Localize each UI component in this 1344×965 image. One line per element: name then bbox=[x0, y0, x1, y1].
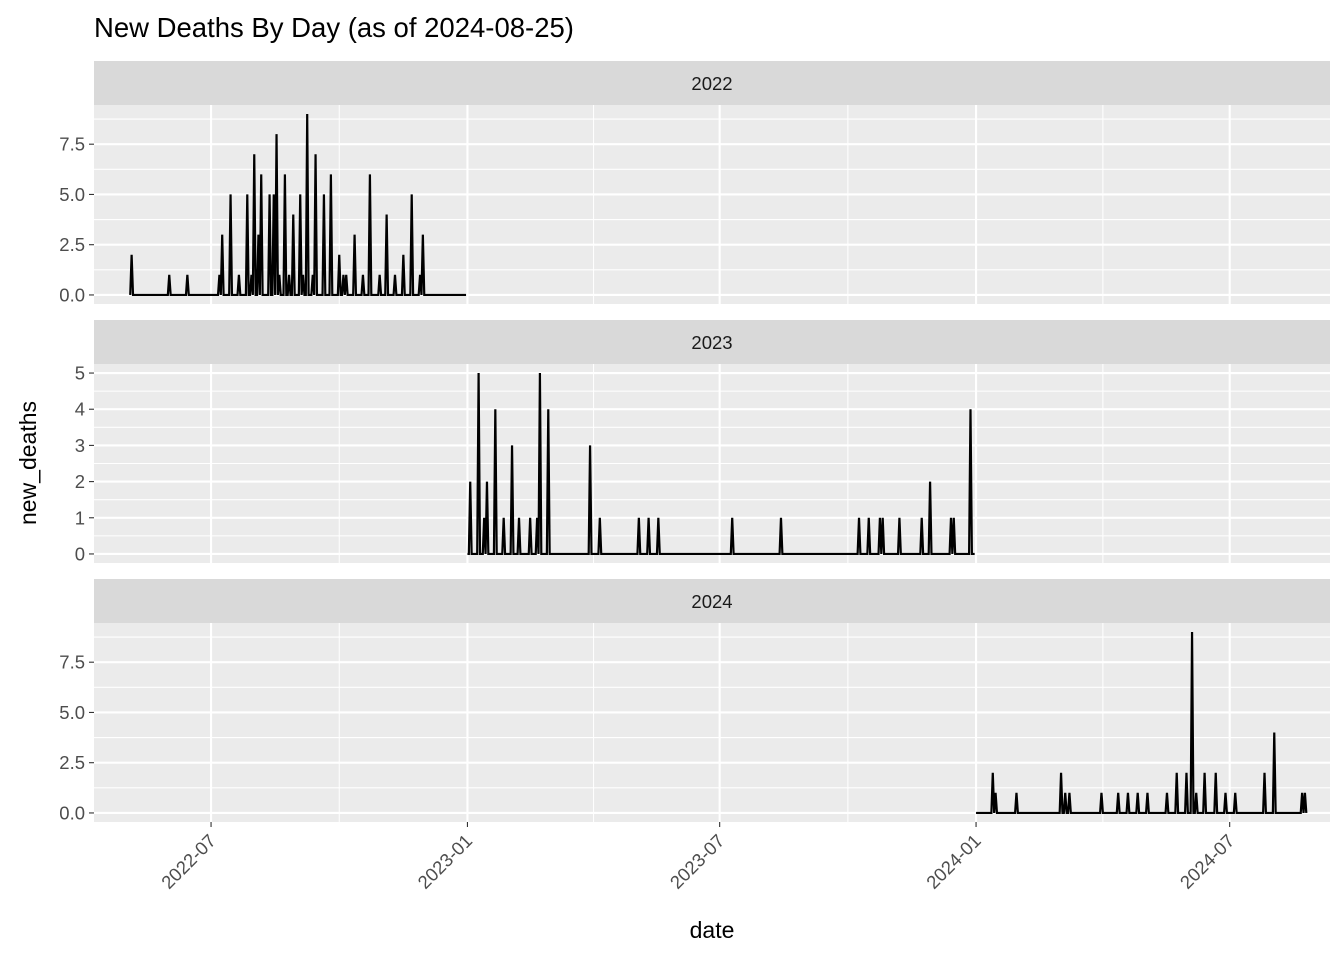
y-tick-label: 7.5 bbox=[59, 134, 85, 155]
facet-panel-2024: 2024 0.0 2.5 5.0 7.5 bbox=[59, 579, 1330, 823]
y-tick-label: 0.0 bbox=[59, 284, 85, 305]
y-tick-label: 5 bbox=[75, 363, 85, 384]
y-tick-label: 5.0 bbox=[59, 702, 85, 723]
series-line-2022 bbox=[129, 114, 467, 297]
y-tick-label: 7.5 bbox=[59, 652, 85, 673]
facet-strip bbox=[94, 61, 1330, 105]
panel-background bbox=[94, 623, 1330, 822]
y-axis-title: new_deaths bbox=[15, 401, 41, 525]
series-line-2024 bbox=[976, 632, 1308, 815]
facet-panel-2022: 2022 0.0 2.5 5.0 7.5 bbox=[59, 61, 1330, 305]
series-line-2023 bbox=[467, 373, 975, 556]
y-tick-label: 3 bbox=[75, 435, 85, 456]
y-tick-label: 0.0 bbox=[59, 802, 85, 823]
facet-strip-label: 2023 bbox=[691, 332, 732, 353]
facet-panel-2023: 2023 0 1 2 3 4 5 bbox=[75, 320, 1330, 564]
y-tick-label: 0 bbox=[75, 543, 85, 564]
facet-strip-label: 2024 bbox=[691, 591, 732, 612]
facet-panels: 2022 0.0 2.5 5.0 7.5 2023 0 1 2 3 4 5 2024 0.0 2.5 5.0 7… bbox=[59, 61, 1330, 823]
y-tick-label: 2.5 bbox=[59, 752, 85, 773]
facet-strip bbox=[94, 579, 1330, 623]
y-tick-label: 4 bbox=[75, 399, 85, 420]
y-tick-label: 5.0 bbox=[59, 184, 85, 205]
y-tick-label: 1 bbox=[75, 507, 85, 528]
facet-strip bbox=[94, 320, 1330, 364]
y-tick-label: 2 bbox=[75, 471, 85, 492]
facet-strip-label: 2022 bbox=[691, 73, 732, 94]
x-axis-title: date bbox=[690, 917, 735, 943]
panel-background bbox=[94, 105, 1330, 304]
y-tick-label: 2.5 bbox=[59, 234, 85, 255]
chart-title: New Deaths By Day (as of 2024-08-25) bbox=[94, 12, 574, 43]
